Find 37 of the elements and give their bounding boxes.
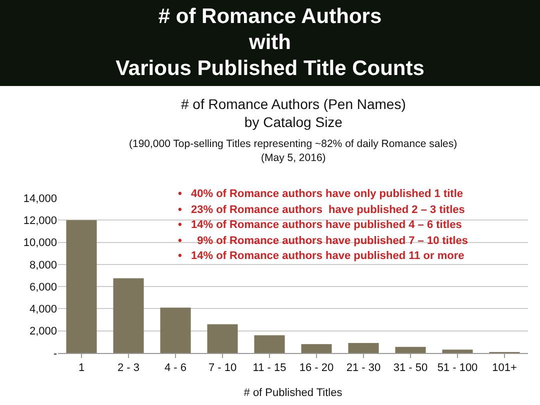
annotation: • 14% of Romance authors have published 11 or more (178, 250, 464, 262)
bar (254, 335, 285, 353)
text: (190,000 Top-selling Titles representing ~82% of daily Romance sales) (129, 138, 458, 150)
chart-title: # of Romance Authors with Various Published Title Counts (0, 0, 540, 86)
x-tick-label: 31 - 50 (393, 362, 428, 374)
y-tick-label: 2,000 (29, 326, 57, 338)
bar (66, 220, 97, 353)
y-tick-label: 8,000 (29, 259, 57, 272)
bar (442, 350, 473, 353)
x-tick-label: 1 (78, 362, 85, 374)
x-tick-label: 21 - 30 (346, 362, 381, 374)
annotation: • 14% of Romance authors have published 4 – 6 titles (178, 219, 462, 231)
y-tick-label: 4,000 (29, 304, 57, 316)
x-axis-title: # of Published Titles (244, 387, 343, 399)
x-tick-label: 51 - 100 (437, 362, 478, 374)
bar (301, 344, 332, 353)
bar (113, 278, 144, 353)
x-tick-label: 2 - 3 (117, 362, 140, 374)
bar (160, 308, 191, 353)
annotation: • 23% of Romance authors have published 2 – 3 titles (178, 204, 465, 216)
x-tick-label: 16 - 20 (299, 362, 334, 374)
x-tick-label: 101+ (492, 362, 517, 374)
bar (395, 346, 426, 353)
chart-subtitle: # of Romance Authors (Pen Names) by Catalog Size (181, 96, 406, 130)
text: (May 5, 2016) (261, 152, 326, 164)
bar (207, 324, 238, 353)
y-tick-label: - (53, 348, 58, 360)
y-tick-label: 12,000 (23, 214, 57, 227)
x-tick-label: 7 - 10 (208, 362, 237, 374)
y-tick-label: 6,000 (29, 281, 57, 294)
annotation: • 40% of Romance authors have only published 1 title (178, 188, 464, 200)
x-tick-label: 11 - 15 (252, 362, 286, 374)
y-tick-label: 10,000 (23, 237, 57, 250)
y-tick-label: 14,000 (23, 192, 57, 205)
bar (348, 343, 379, 353)
annotation: • 9% of Romance authors have published 7 – 10 titles (178, 235, 468, 247)
x-tick-label: 4 - 6 (164, 362, 187, 374)
